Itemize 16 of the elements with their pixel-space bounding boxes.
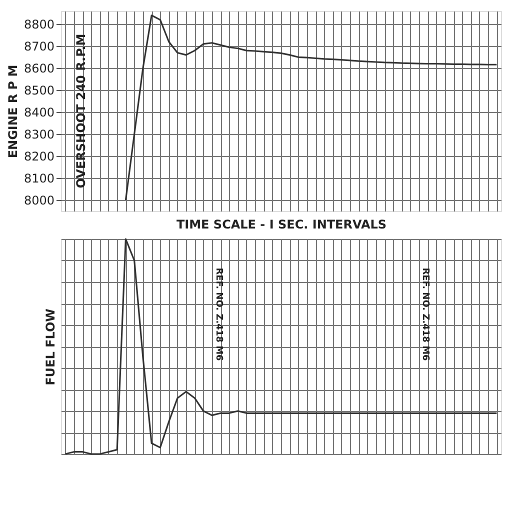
annotation: REF. NO. Z.418 M6 [213, 268, 224, 361]
y-tick-label: 8700 [24, 40, 54, 54]
y-tick-label: 8200 [24, 150, 54, 164]
line-series [124, 14, 498, 201]
y-tick-label: 8800 [24, 18, 54, 32]
y-tick-label: 8300 [24, 128, 54, 142]
y-axis-title: ENGINE R P M [6, 64, 20, 158]
y-tick-label: 8100 [24, 172, 54, 186]
y-tick-label: 8600 [24, 62, 54, 76]
annotation: OVERSHOOT 240 R.P.M [74, 34, 88, 188]
y-tick-label: 8000 [24, 194, 54, 208]
y-axis-title: FUEL FLOW [44, 308, 58, 386]
x-axis-title: TIME SCALE - I SEC. INTERVALS [176, 218, 387, 232]
annotation: REF. NO. Z.418 M6 [420, 268, 430, 361]
y-tick-label: 8400 [24, 106, 54, 120]
y-tick-label: 8500 [24, 84, 54, 98]
